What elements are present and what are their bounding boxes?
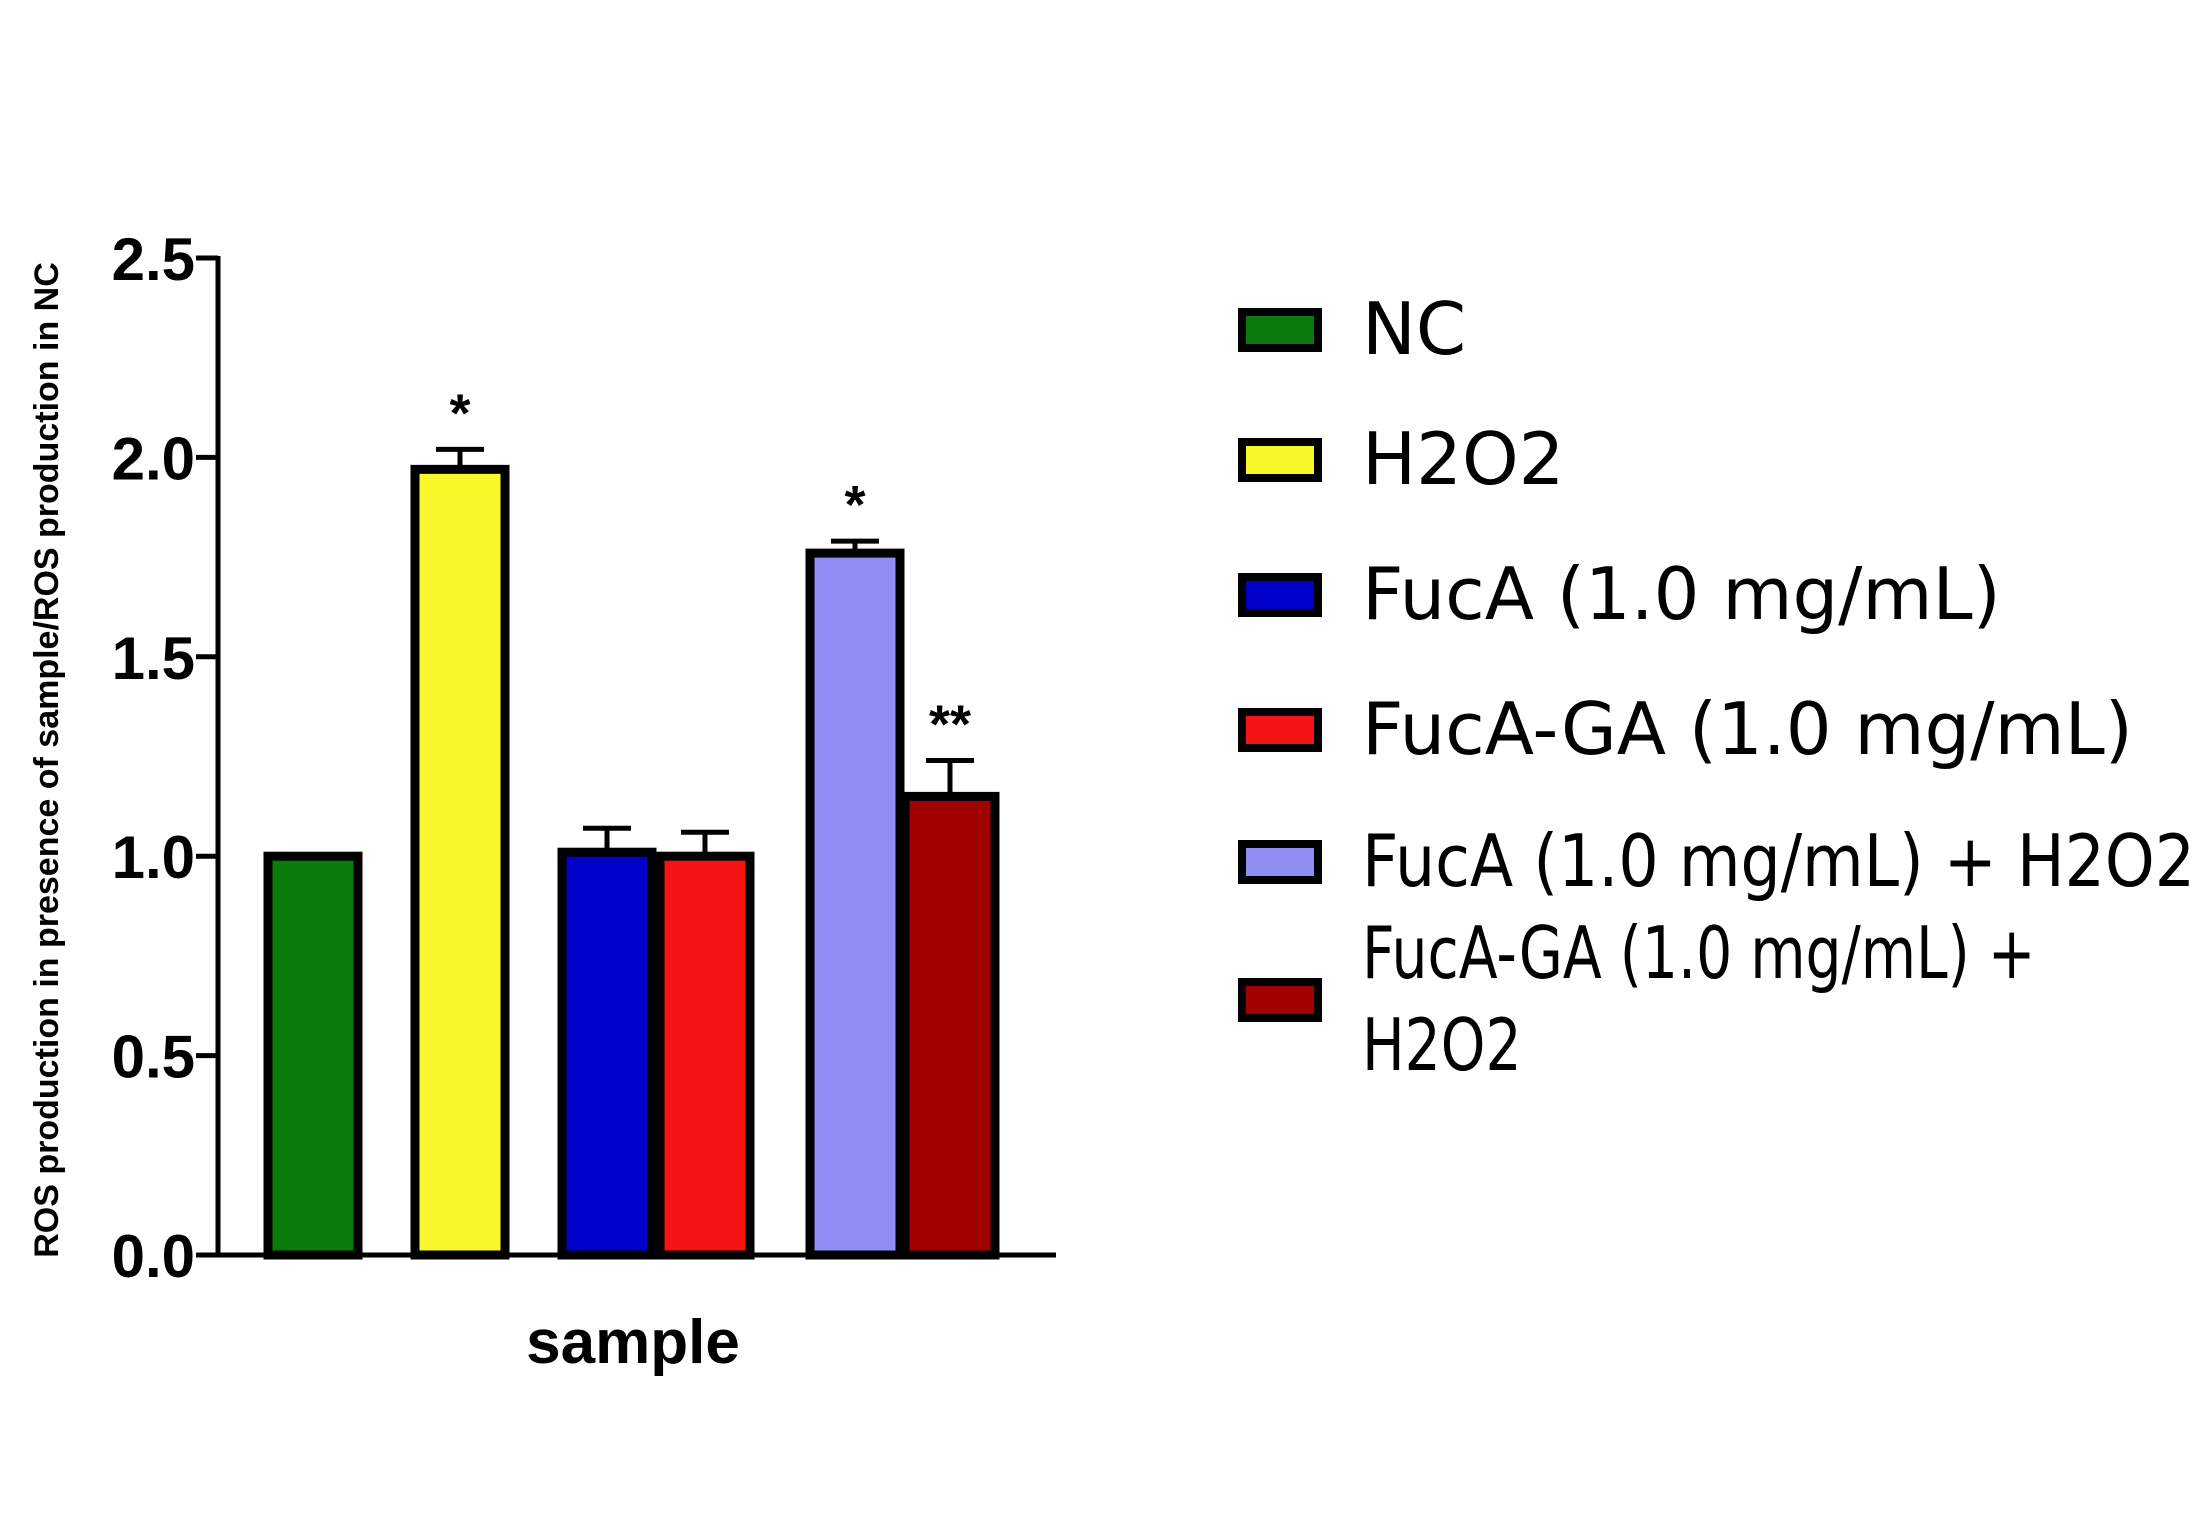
legend: NC H2O2 FucA (1.0 mg/mL) FucA-GA (1.0 mg/mL… — [1238, 287, 2195, 1087]
y-tick-label: 2.5 — [112, 226, 195, 293]
bar — [410, 464, 510, 1260]
y-tick-label: 1.5 — [112, 625, 195, 692]
x-axis-label: sample — [526, 1308, 740, 1377]
significance-label: * — [844, 475, 865, 535]
legend-swatch — [1238, 978, 1322, 1022]
y-ticks: 0.0 0.5 1.0 1.5 2.0 2.5 — [112, 226, 218, 1290]
bar — [805, 548, 905, 1260]
bar — [900, 791, 1000, 1260]
y-tick-label: 1.0 — [112, 824, 195, 891]
y-axis-label: ROS production in presence of sample/ROS… — [28, 262, 66, 1258]
y-tick-label: 0.5 — [112, 1024, 195, 1091]
legend-label: FucA-GA (1.0 mg/mL) + H2O2 — [1362, 911, 2035, 1087]
bar — [263, 851, 363, 1260]
legend-label: FucA (1.0 mg/mL) — [1362, 552, 2001, 636]
legend-swatch — [1238, 708, 1322, 752]
bar — [557, 847, 657, 1260]
legend-label: NC — [1362, 287, 1466, 371]
legend-swatch — [1238, 438, 1322, 482]
y-tick-label: 2.0 — [112, 425, 195, 492]
legend-swatch — [1238, 308, 1322, 352]
bars-layer: **** — [263, 383, 1000, 1260]
legend-swatch — [1238, 840, 1322, 884]
significance-label: ** — [929, 694, 971, 754]
bar — [655, 851, 755, 1260]
legend-label: H2O2 — [1362, 417, 1564, 501]
significance-label: * — [449, 383, 470, 443]
legend-swatch — [1238, 573, 1322, 617]
y-tick-label: 0.0 — [112, 1223, 195, 1290]
legend-label: FucA (1.0 mg/mL) + H2O2 — [1362, 819, 2195, 903]
axes-layer — [215, 256, 1056, 1258]
legend-label: FucA-GA (1.0 mg/mL) — [1362, 687, 2133, 771]
